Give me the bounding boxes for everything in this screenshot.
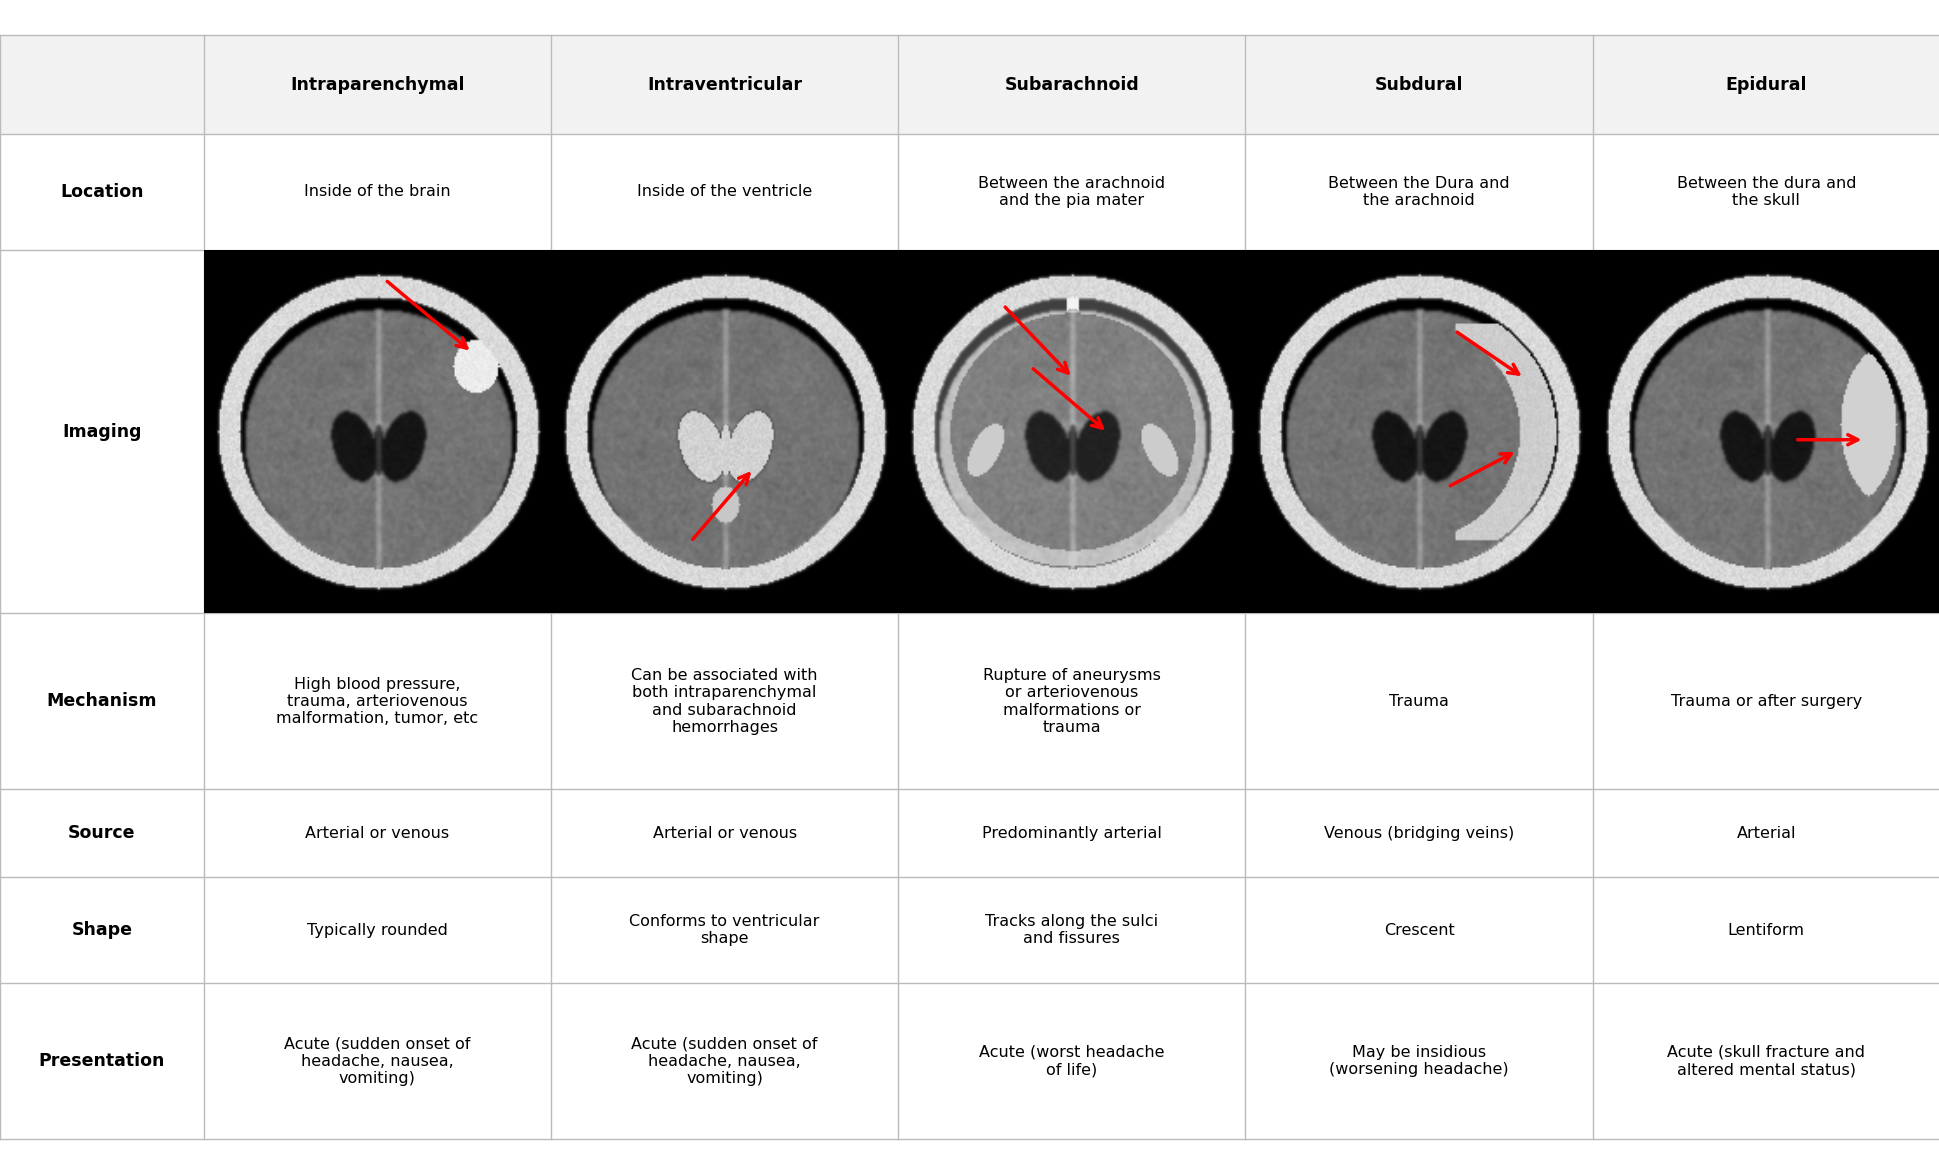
Text: Can be associated with
both intraparenchymal
and subarachnoid
hemorrhages: Can be associated with both intraparench… [630, 668, 818, 736]
Text: Arterial or venous: Arterial or venous [304, 825, 450, 840]
Text: Tracks along the sulci
and fissures: Tracks along the sulci and fissures [985, 913, 1158, 946]
Text: Source: Source [68, 824, 136, 842]
Text: Inside of the ventricle: Inside of the ventricle [636, 185, 812, 200]
Bar [551, 35, 898, 135]
Bar [898, 250, 1245, 614]
Bar [204, 250, 551, 614]
Bar [1245, 35, 1592, 135]
Text: Acute (sudden onset of
headache, nausea,
vomiting): Acute (sudden onset of headache, nausea,… [630, 1037, 818, 1086]
Text: Arterial or venous: Arterial or venous [652, 825, 797, 840]
Text: Location: Location [60, 182, 143, 201]
Text: Acute (worst headache
of life): Acute (worst headache of life) [979, 1045, 1163, 1077]
Text: Subarachnoid: Subarachnoid [1004, 76, 1138, 94]
Bar [1245, 250, 1592, 614]
Text: Trauma or after surgery: Trauma or after surgery [1669, 694, 1861, 709]
Text: Venous (bridging veins): Venous (bridging veins) [1322, 825, 1514, 840]
Text: Between the arachnoid
and the pia mater: Between the arachnoid and the pia mater [977, 175, 1165, 208]
Text: Acute (sudden onset of
headache, nausea,
vomiting): Acute (sudden onset of headache, nausea,… [283, 1037, 471, 1086]
Text: Acute (skull fracture and
altered mental status): Acute (skull fracture and altered mental… [1666, 1045, 1865, 1077]
Text: Conforms to ventricular
shape: Conforms to ventricular shape [628, 913, 820, 946]
Text: Intraparenchymal: Intraparenchymal [291, 76, 463, 94]
Text: Intraventricular: Intraventricular [648, 76, 801, 94]
Bar [1592, 250, 1939, 614]
Text: May be insidious
(worsening headache): May be insidious (worsening headache) [1328, 1045, 1509, 1077]
Text: High blood pressure,
trauma, arteriovenous
malformation, tumor, etc: High blood pressure, trauma, arterioveno… [275, 676, 479, 726]
Text: Shape: Shape [72, 921, 132, 939]
Text: Crescent: Crescent [1383, 923, 1454, 938]
Text: Trauma: Trauma [1388, 694, 1448, 709]
Bar [1592, 35, 1939, 135]
Bar [204, 35, 551, 135]
Text: Inside of the brain: Inside of the brain [304, 185, 450, 200]
Text: Presentation: Presentation [39, 1052, 165, 1070]
Text: Typically rounded: Typically rounded [306, 923, 448, 938]
Text: Imaging: Imaging [62, 423, 142, 440]
Bar [898, 35, 1245, 135]
Text: Mechanism: Mechanism [47, 693, 157, 710]
Text: Between the Dura and
the arachnoid: Between the Dura and the arachnoid [1328, 175, 1509, 208]
Text: Subdural: Subdural [1375, 76, 1462, 94]
Text: Rupture of aneurysms
or arteriovenous
malformations or
trauma: Rupture of aneurysms or arteriovenous ma… [983, 668, 1160, 736]
Bar [0, 35, 204, 135]
Bar [551, 250, 898, 614]
Text: Arterial: Arterial [1735, 825, 1796, 840]
Text: Epidural: Epidural [1724, 76, 1807, 94]
Text: Lentiform: Lentiform [1728, 923, 1803, 938]
Text: Between the dura and
the skull: Between the dura and the skull [1675, 175, 1856, 208]
Text: Predominantly arterial: Predominantly arterial [981, 825, 1161, 840]
